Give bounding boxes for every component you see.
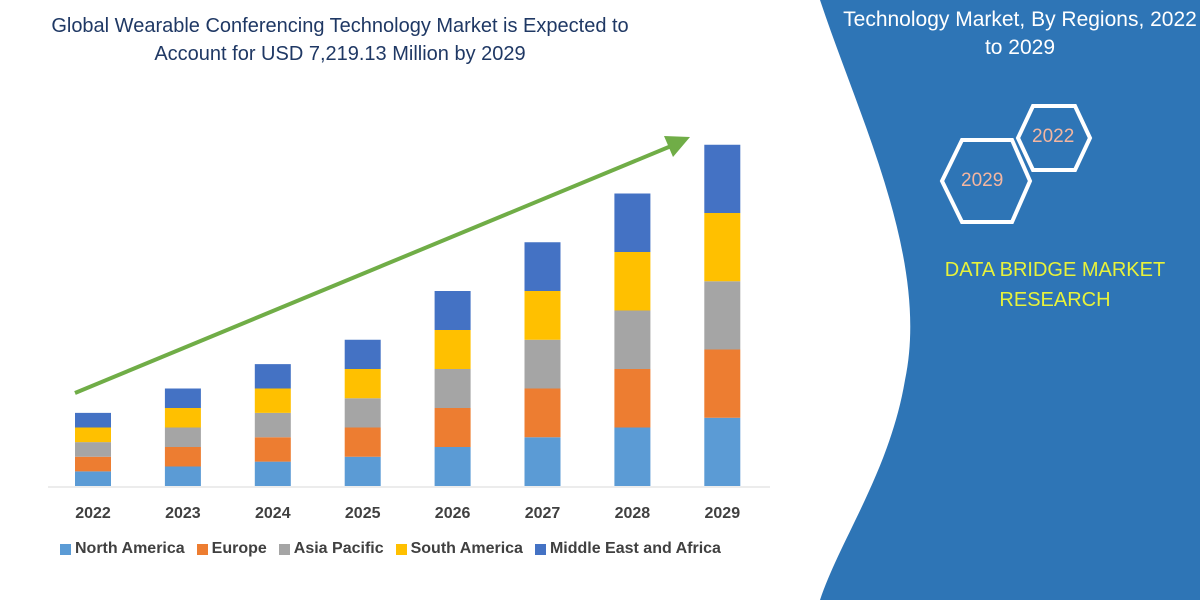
bar-segment-2022-south-america bbox=[75, 427, 111, 443]
bar-segment-2024-south-america bbox=[254, 388, 291, 413]
legend-label: North America bbox=[75, 540, 185, 557]
hex-label-2029: 2029 bbox=[961, 170, 1004, 191]
panel-title: Technology Market, By Regions, 2022 to 2… bbox=[843, 8, 1197, 59]
legend-item: South America bbox=[395, 540, 523, 558]
bar-segment-2026-europe bbox=[434, 408, 471, 447]
bar-segment-2025-north-america bbox=[344, 456, 381, 486]
x-tick-label: 2023 bbox=[165, 505, 201, 522]
bar-segment-2022-europe bbox=[75, 456, 111, 472]
legend-label: South America bbox=[410, 540, 523, 557]
bar-segment-2023-middle-east-and-africa bbox=[164, 388, 201, 408]
bar-segment-2026-north-america bbox=[434, 447, 471, 486]
bar-segment-2024-middle-east-and-africa bbox=[254, 364, 291, 389]
bar-segment-2026-south-america bbox=[434, 330, 471, 369]
x-tick-label: 2026 bbox=[435, 505, 471, 522]
bar-segment-2023-north-america bbox=[164, 466, 201, 486]
brand-name: DATA BRIDGE MARKET RESEARCH bbox=[944, 259, 1166, 311]
bar-segment-2027-north-america bbox=[524, 437, 561, 486]
x-tick-label: 2022 bbox=[75, 505, 111, 522]
bar-segment-2023-asia-pacific bbox=[164, 427, 201, 447]
legend-swatch bbox=[534, 543, 546, 555]
hex-label-2022: 2022 bbox=[1032, 126, 1075, 147]
legend-swatch bbox=[196, 543, 208, 555]
stacked-bar-chart: 2022 2023 2024 2025 2026 2027 2028 2029 bbox=[48, 136, 770, 522]
bar-segment-2027-middle-east-and-africa bbox=[524, 242, 561, 291]
legend: North America Europe Asia Pacific South Ame… bbox=[60, 540, 721, 558]
bar-segment-2029-south-america bbox=[704, 213, 741, 282]
bar-segment-2025-south-america bbox=[344, 369, 381, 399]
bar-segment-2029-north-america bbox=[704, 417, 741, 486]
legend-item: Asia Pacific bbox=[278, 540, 384, 558]
legend-item: Middle East and Africa bbox=[534, 540, 721, 558]
bar-segment-2029-asia-pacific bbox=[704, 281, 741, 350]
trend-arrow-line bbox=[74, 142, 677, 395]
bar-segment-2028-europe bbox=[614, 369, 651, 428]
legend-swatch bbox=[278, 543, 290, 555]
x-tick-label: 2029 bbox=[705, 505, 741, 522]
bar-segment-2028-middle-east-and-africa bbox=[614, 193, 651, 252]
legend-swatch bbox=[60, 543, 71, 555]
bar-segment-2027-asia-pacific bbox=[524, 339, 561, 389]
x-tick-label: 2025 bbox=[345, 505, 381, 522]
bar-segment-2023-europe bbox=[164, 447, 201, 467]
legend-label: Middle East and Africa bbox=[549, 540, 721, 557]
bar-segment-2024-europe bbox=[254, 437, 291, 462]
bar-segment-2025-middle-east-and-africa bbox=[344, 339, 381, 369]
bar-segment-2026-middle-east-and-africa bbox=[434, 291, 471, 330]
bar-segment-2022-asia-pacific bbox=[75, 442, 111, 457]
legend-label: Asia Pacific bbox=[293, 540, 384, 557]
legend-item: Europe bbox=[196, 540, 267, 558]
bar-segment-2025-europe bbox=[344, 427, 381, 457]
bar-segment-2028-north-america bbox=[614, 427, 651, 486]
chart-title: Global Wearable Conferencing Technology … bbox=[51, 15, 629, 65]
bar-segment-2029-europe bbox=[704, 349, 741, 418]
legend-label: Europe bbox=[211, 540, 267, 557]
bar-segment-2029-middle-east-and-africa bbox=[704, 144, 741, 213]
x-tick-label: 2028 bbox=[615, 505, 651, 522]
bar-segment-2022-north-america bbox=[75, 471, 111, 486]
bar-segment-2024-north-america bbox=[254, 461, 291, 486]
legend-swatch bbox=[395, 543, 407, 555]
bar-segment-2024-asia-pacific bbox=[254, 412, 291, 438]
x-tick-label: 2024 bbox=[255, 505, 291, 522]
bar-segment-2027-south-america bbox=[524, 291, 561, 340]
trend-arrow-head-icon bbox=[664, 136, 690, 157]
bar-segment-2028-asia-pacific bbox=[614, 310, 651, 369]
x-tick-label: 2027 bbox=[525, 505, 561, 522]
bar-segment-2022-middle-east-and-africa bbox=[75, 412, 111, 428]
bar-segment-2027-europe bbox=[524, 388, 561, 438]
bar-segment-2026-asia-pacific bbox=[434, 369, 471, 408]
bar-segment-2028-south-america bbox=[614, 252, 651, 311]
legend-item: North America bbox=[60, 540, 185, 558]
bar-segment-2025-asia-pacific bbox=[344, 398, 381, 428]
bar-segment-2023-south-america bbox=[164, 408, 201, 428]
